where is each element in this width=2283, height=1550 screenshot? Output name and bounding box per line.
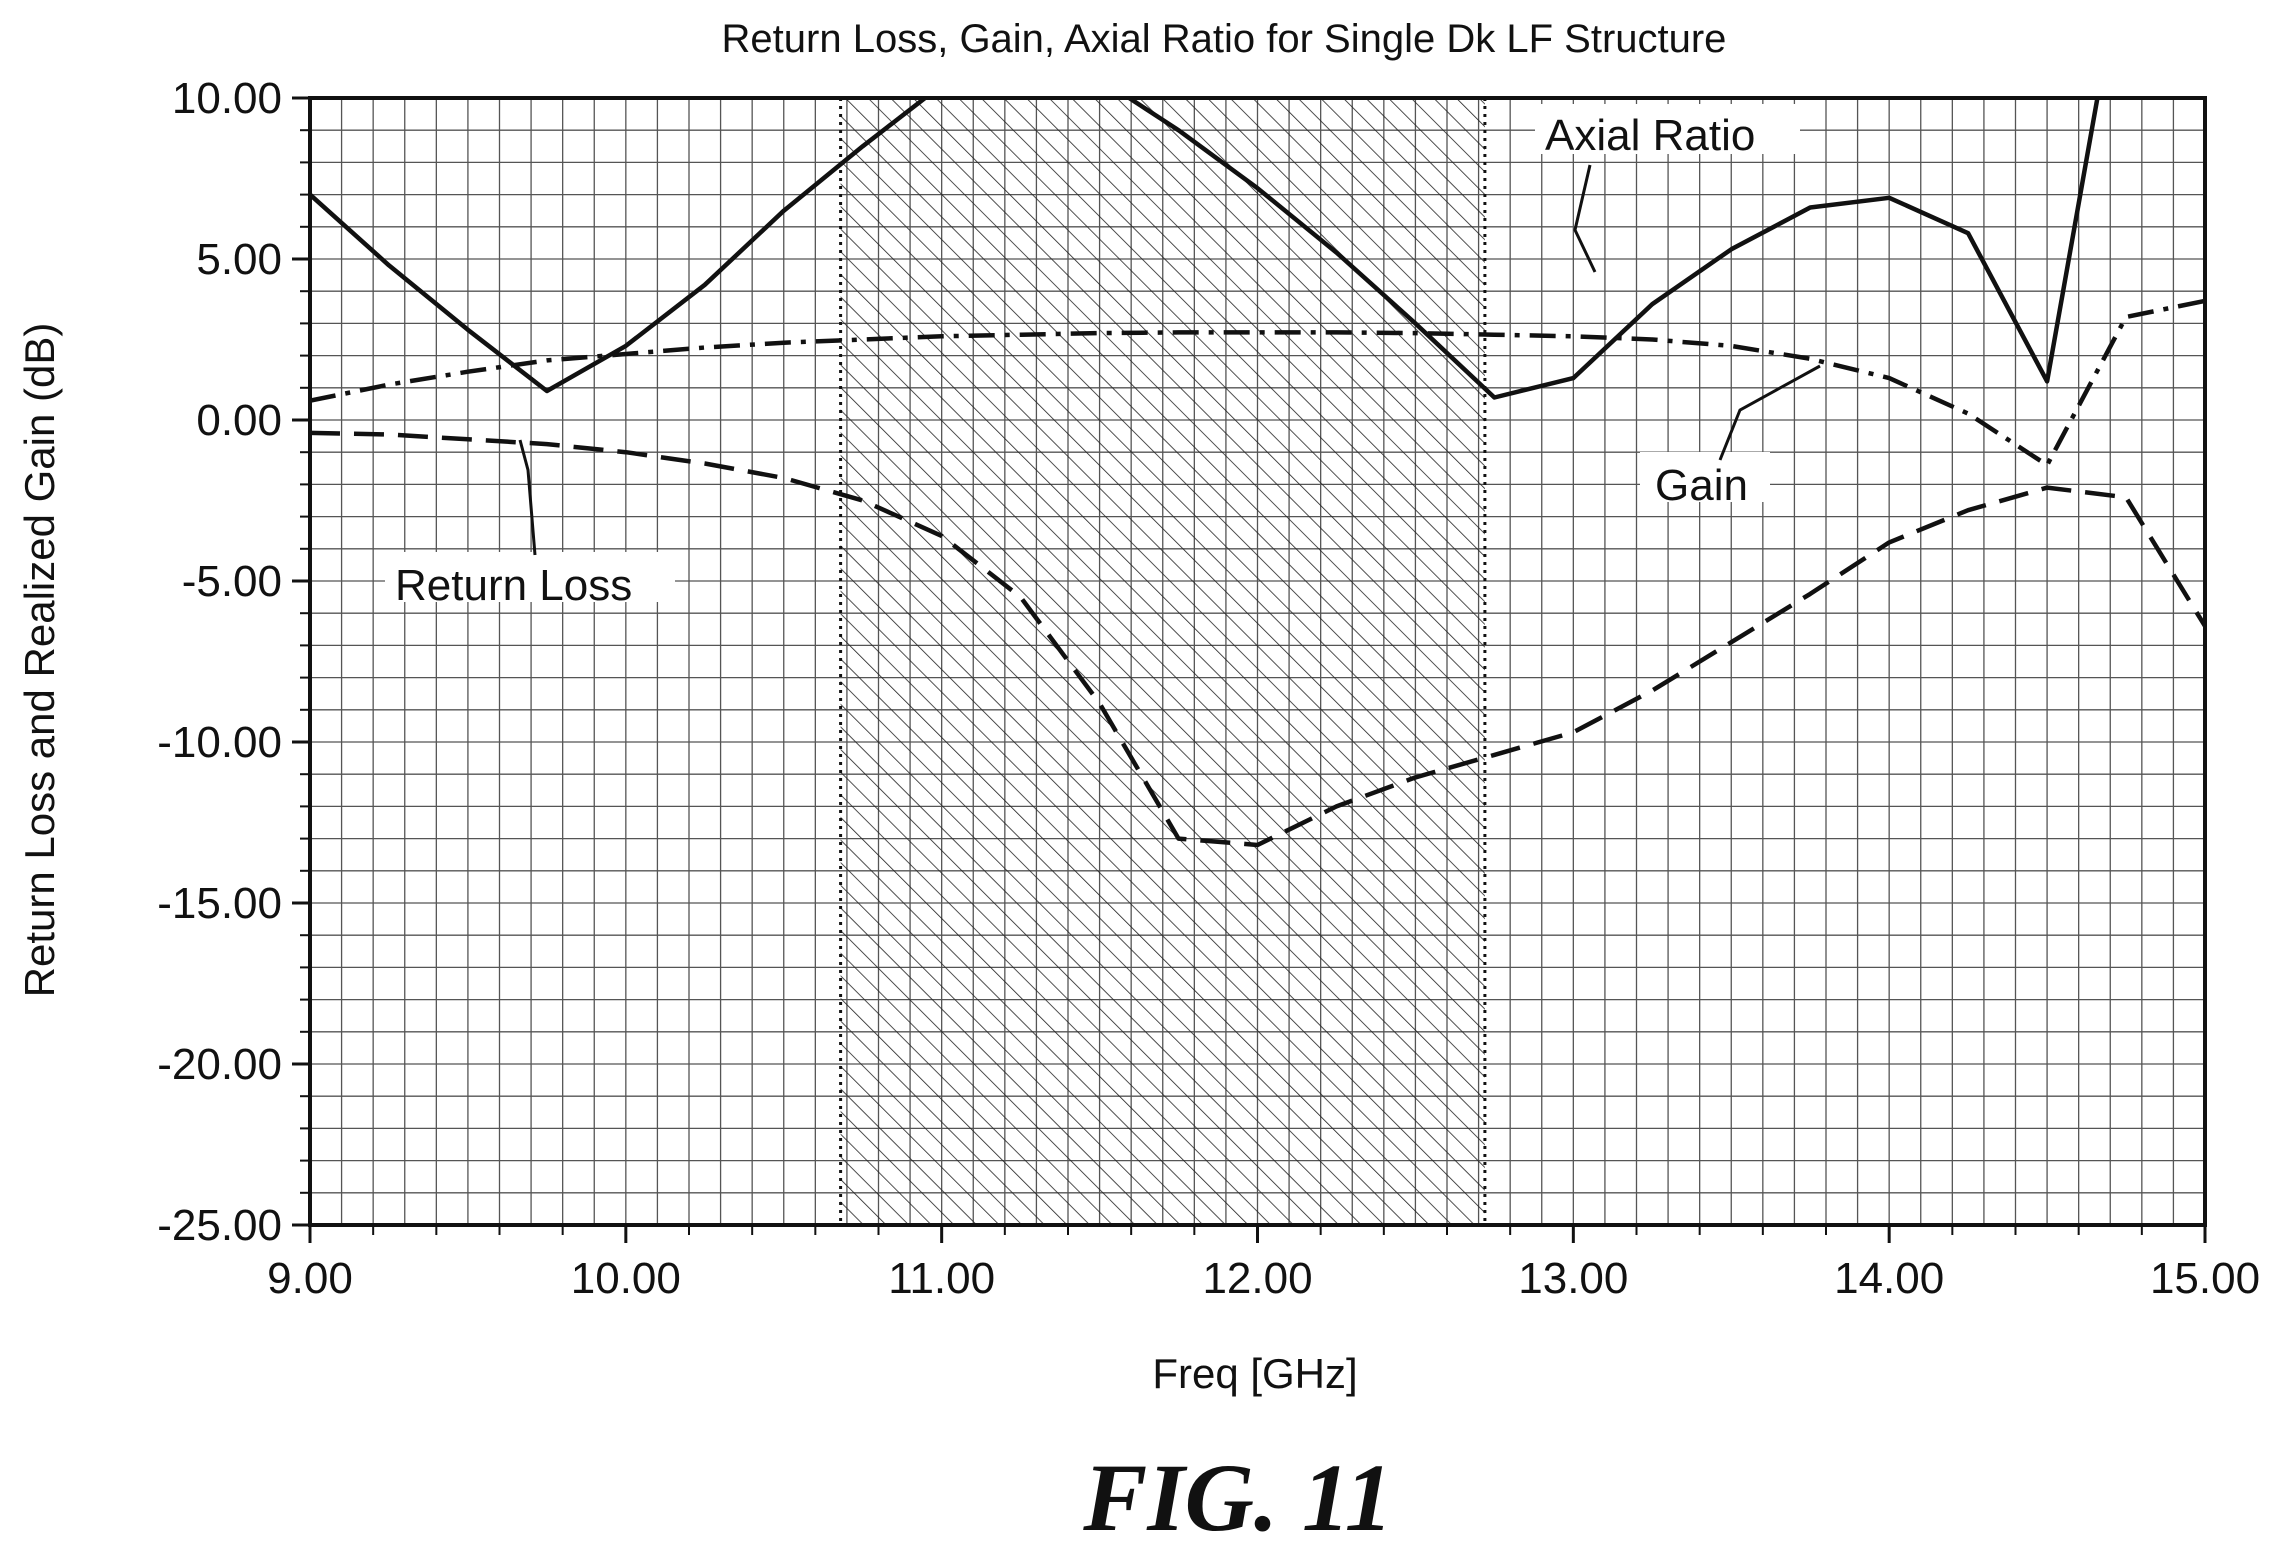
y-tick-label: 0.00 — [196, 396, 282, 445]
x-axis-label: Freq [GHz] — [1152, 1350, 1357, 1397]
y-tick-label: 5.00 — [196, 235, 282, 284]
series-lines — [310, 98, 2205, 848]
series-labels: Axial Ratio Gain Return Loss — [385, 104, 1821, 610]
x-tick-label: 13.00 — [1518, 1254, 1628, 1303]
series-label-leader — [1573, 164, 1597, 273]
series-line-return-loss — [310, 430, 2205, 848]
axes: 9.00 10.00 11.00 12.00 13.00 14.00 15.00 10.00 5… — [157, 74, 2260, 1303]
y-tick-label: -15.00 — [157, 879, 282, 928]
x-tick-label: 11.00 — [888, 1254, 995, 1303]
chart-title: Return Loss, Gain, Axial Ratio for Singl… — [722, 17, 1727, 61]
x-tick-label: 9.00 — [267, 1254, 353, 1303]
series-line-gain — [310, 298, 2205, 468]
series-label-axial-ratio: Axial Ratio — [1545, 111, 1755, 160]
series-label-bg — [385, 552, 675, 602]
x-tick-label: 15.00 — [2150, 1254, 2260, 1303]
shaded-band — [839, 98, 1487, 1225]
y-tick-label: -10.00 — [157, 718, 282, 767]
x-tick-label: 14.00 — [1834, 1254, 1944, 1303]
series-label-leader — [518, 439, 537, 556]
series-label-leader — [1718, 364, 1821, 461]
series-label-bg — [1640, 452, 1770, 502]
x-tick-label: 12.00 — [1202, 1254, 1312, 1303]
y-tick-label: -25.00 — [157, 1201, 282, 1250]
series-label-return-loss: Return Loss — [395, 561, 632, 610]
y-tick-label: 10.00 — [172, 74, 282, 123]
series-label-bg — [1535, 104, 1800, 154]
x-tick-label: 10.00 — [571, 1254, 681, 1303]
y-axis-label: Return Loss and Realized Gain (dB) — [16, 323, 63, 998]
shaded-band-fill — [840, 98, 1485, 1225]
y-tick-label: -5.00 — [182, 557, 282, 606]
y-tick-label: -20.00 — [157, 1040, 282, 1089]
figure-caption: FIG. 11 — [1082, 1444, 1392, 1550]
series-label-gain: Gain — [1655, 461, 1748, 510]
